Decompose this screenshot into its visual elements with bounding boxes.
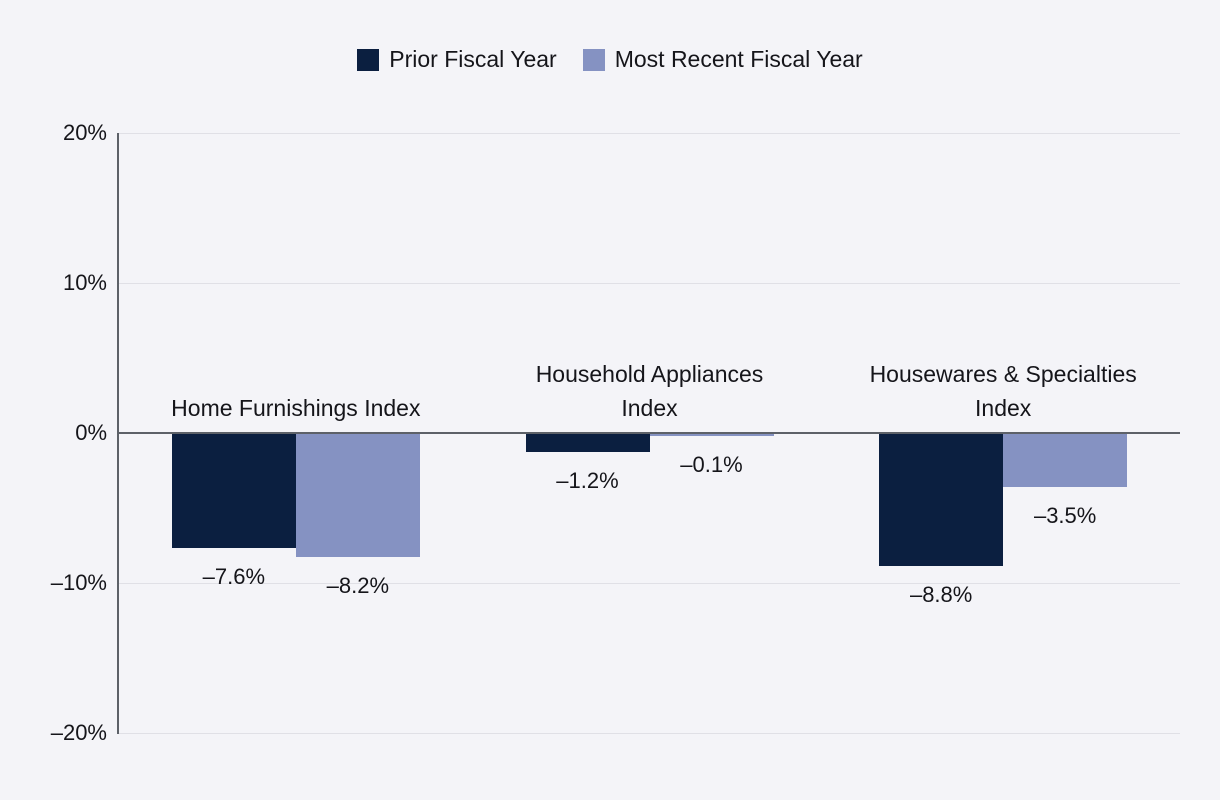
bar-value-label-prior-fiscal-year-home-furnishings-index: –7.6%	[202, 564, 266, 589]
y-axis-tick-label-10: 10%	[62, 270, 107, 295]
category-label-household-appliances-index: Household Appliances Index	[535, 361, 764, 421]
zero-baseline	[119, 432, 1180, 434]
y-axis-line	[117, 133, 119, 734]
bar-most-recent-fiscal-year-home-furnishings-index	[295, 434, 420, 557]
gridline--20	[119, 733, 1180, 734]
gridline-20	[119, 133, 1180, 134]
category-label-home-furnishings-index: Home Furnishings Index	[171, 395, 421, 421]
prior-series-swatch-icon	[357, 48, 380, 71]
recent-series-swatch-icon	[582, 48, 605, 71]
y-axis-tick-label--10: –10%	[50, 570, 107, 595]
bar-prior-fiscal-year-housewares-and-specialties-index	[879, 434, 1004, 566]
bar-prior-fiscal-year-home-furnishings-index	[171, 434, 296, 548]
bar-most-recent-fiscal-year-housewares-and-specialties-index	[1003, 434, 1128, 487]
bar-prior-fiscal-year-household-appliances-index	[525, 434, 650, 452]
bar-value-label-most-recent-fiscal-year-home-furnishings-index: –8.2%	[326, 573, 390, 598]
category-label-housewares-and-specialties-index: Housewares & Specialties Index	[869, 361, 1137, 421]
y-axis-tick-label--20: –20%	[50, 720, 107, 745]
bar-value-label-most-recent-fiscal-year-household-appliances-index: –0.1%	[680, 451, 743, 477]
bar-most-recent-fiscal-year-household-appliances-index	[649, 434, 774, 436]
legend-item-recent-label: Most Recent Fiscal Year	[614, 46, 863, 72]
gridline-10	[119, 283, 1180, 284]
y-axis-tick-label-0: 0%	[75, 420, 107, 445]
legend-item-prior-label: Prior Fiscal Year	[389, 46, 557, 72]
legend: Prior Fiscal Year Most Recent Fiscal Yea…	[0, 46, 1220, 73]
bar-value-label-prior-fiscal-year-household-appliances-index: –1.2%	[556, 468, 619, 493]
bar-value-label-most-recent-fiscal-year-housewares-and-specialties-index: –3.5%	[1033, 502, 1097, 528]
legend-item-recent: Most Recent Fiscal Year	[582, 46, 863, 73]
bar-value-label-prior-fiscal-year-housewares-and-specialties-index: –8.8%	[909, 582, 973, 607]
y-axis-tick-label-20: 20%	[62, 120, 107, 145]
legend-item-prior: Prior Fiscal Year	[357, 46, 557, 73]
gridline--10	[119, 583, 1180, 584]
